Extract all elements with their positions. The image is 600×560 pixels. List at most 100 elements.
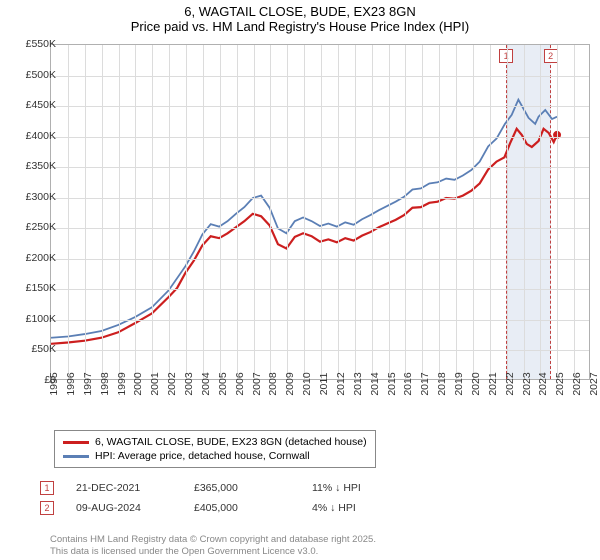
gridline-h xyxy=(51,106,589,107)
y-axis-label: £450K xyxy=(16,99,56,111)
y-axis-label: £550K xyxy=(16,38,56,50)
gridline-h xyxy=(51,76,589,77)
title-address: 6, WAGTAIL CLOSE, BUDE, EX23 8GN xyxy=(0,4,600,19)
y-axis-label: £250K xyxy=(16,221,56,233)
sale-delta-2: 4% ↓ HPI xyxy=(312,502,412,514)
gridline-v xyxy=(304,45,305,379)
x-axis-label: 2021 xyxy=(487,372,499,395)
x-axis-label: 2002 xyxy=(166,372,178,395)
x-axis-label: 2023 xyxy=(521,372,533,395)
gridline-h xyxy=(51,289,589,290)
x-axis-label: 2014 xyxy=(369,372,381,395)
sale-marker-1: 1 xyxy=(40,481,54,495)
sale-price-1: £365,000 xyxy=(194,482,294,494)
y-axis-label: £100K xyxy=(16,313,56,325)
footer: Contains HM Land Registry data © Crown c… xyxy=(50,534,376,558)
x-axis-label: 2015 xyxy=(386,372,398,395)
legend-item-2: HPI: Average price, detached house, Corn… xyxy=(63,449,367,463)
x-axis-label: 1995 xyxy=(48,372,60,395)
gridline-v xyxy=(355,45,356,379)
sales-row-1: 1 21-DEC-2021 £365,000 11% ↓ HPI xyxy=(40,478,412,498)
title-block: 6, WAGTAIL CLOSE, BUDE, EX23 8GN Price p… xyxy=(0,0,600,34)
x-axis-label: 2012 xyxy=(335,372,347,395)
gridline-h xyxy=(51,198,589,199)
legend-swatch-1 xyxy=(63,441,89,444)
gridline-v xyxy=(237,45,238,379)
chart-container: 6, WAGTAIL CLOSE, BUDE, EX23 8GN Price p… xyxy=(0,0,600,560)
gridline-v xyxy=(473,45,474,379)
gridline-v xyxy=(439,45,440,379)
gridline-h xyxy=(51,137,589,138)
gridline-v xyxy=(507,45,508,379)
plot-svg xyxy=(51,45,589,379)
y-axis-label: £300K xyxy=(16,191,56,203)
x-axis-label: 2011 xyxy=(318,373,330,396)
legend-label-2: HPI: Average price, detached house, Corn… xyxy=(95,450,310,462)
gridline-h xyxy=(51,259,589,260)
gridline-v xyxy=(372,45,373,379)
x-axis-label: 2026 xyxy=(571,372,583,395)
x-axis-label: 1999 xyxy=(116,372,128,395)
x-axis-label: 2020 xyxy=(470,372,482,395)
y-axis-label: £50K xyxy=(16,343,56,355)
title-subtitle: Price paid vs. HM Land Registry's House … xyxy=(0,19,600,34)
gridline-h xyxy=(51,228,589,229)
gridline-v xyxy=(524,45,525,379)
x-axis-label: 1998 xyxy=(99,372,111,395)
gridline-v xyxy=(490,45,491,379)
gridline-v xyxy=(85,45,86,379)
gridline-v xyxy=(68,45,69,379)
legend: 6, WAGTAIL CLOSE, BUDE, EX23 8GN (detach… xyxy=(54,430,376,468)
gridline-v xyxy=(186,45,187,379)
gridline-v xyxy=(405,45,406,379)
x-axis-label: 2003 xyxy=(183,372,195,395)
x-axis-label: 2006 xyxy=(234,372,246,395)
sales-table: 1 21-DEC-2021 £365,000 11% ↓ HPI 2 09-AU… xyxy=(40,478,412,518)
sale-price-2: £405,000 xyxy=(194,502,294,514)
gridline-v xyxy=(270,45,271,379)
footer-line2: This data is licensed under the Open Gov… xyxy=(50,546,376,558)
gridline-v xyxy=(422,45,423,379)
gridline-v xyxy=(338,45,339,379)
x-axis-label: 2017 xyxy=(419,372,431,395)
x-axis-label: 2009 xyxy=(284,372,296,395)
sale-date-2: 09-AUG-2024 xyxy=(76,502,176,514)
gridline-v xyxy=(557,45,558,379)
x-axis-label: 2025 xyxy=(554,372,566,395)
x-axis-label: 2024 xyxy=(537,372,549,395)
x-axis-label: 2008 xyxy=(267,372,279,395)
gridline-v xyxy=(135,45,136,379)
legend-item-1: 6, WAGTAIL CLOSE, BUDE, EX23 8GN (detach… xyxy=(63,435,367,449)
gridline-v xyxy=(254,45,255,379)
gridline-h xyxy=(51,350,589,351)
gridline-v xyxy=(152,45,153,379)
x-axis-label: 2027 xyxy=(588,372,600,395)
sale-marker-2: 2 xyxy=(40,501,54,515)
y-axis-label: £400K xyxy=(16,130,56,142)
gridline-v xyxy=(321,45,322,379)
gridline-v xyxy=(456,45,457,379)
x-axis-label: 2013 xyxy=(352,372,364,395)
x-axis-label: 2010 xyxy=(301,372,313,395)
y-axis-label: £150K xyxy=(16,282,56,294)
footer-line1: Contains HM Land Registry data © Crown c… xyxy=(50,534,376,546)
sales-row-2: 2 09-AUG-2024 £405,000 4% ↓ HPI xyxy=(40,498,412,518)
x-axis-label: 2016 xyxy=(402,372,414,395)
x-axis-label: 2007 xyxy=(251,372,263,395)
gridline-v xyxy=(220,45,221,379)
y-axis-label: £200K xyxy=(16,252,56,264)
x-axis-label: 2018 xyxy=(436,372,448,395)
x-axis-label: 1996 xyxy=(65,372,77,395)
gridline-v xyxy=(389,45,390,379)
marker-2: 2 xyxy=(544,49,558,63)
x-axis-label: 2000 xyxy=(132,372,144,395)
sale-delta-1: 11% ↓ HPI xyxy=(312,482,412,494)
x-axis-label: 2004 xyxy=(200,372,212,395)
y-axis-label: £350K xyxy=(16,160,56,172)
gridline-v xyxy=(102,45,103,379)
x-axis-label: 1997 xyxy=(82,372,94,395)
x-axis-label: 2022 xyxy=(504,372,516,395)
gridline-h xyxy=(51,320,589,321)
gridline-v xyxy=(574,45,575,379)
plot-area: 1 2 xyxy=(50,44,590,380)
